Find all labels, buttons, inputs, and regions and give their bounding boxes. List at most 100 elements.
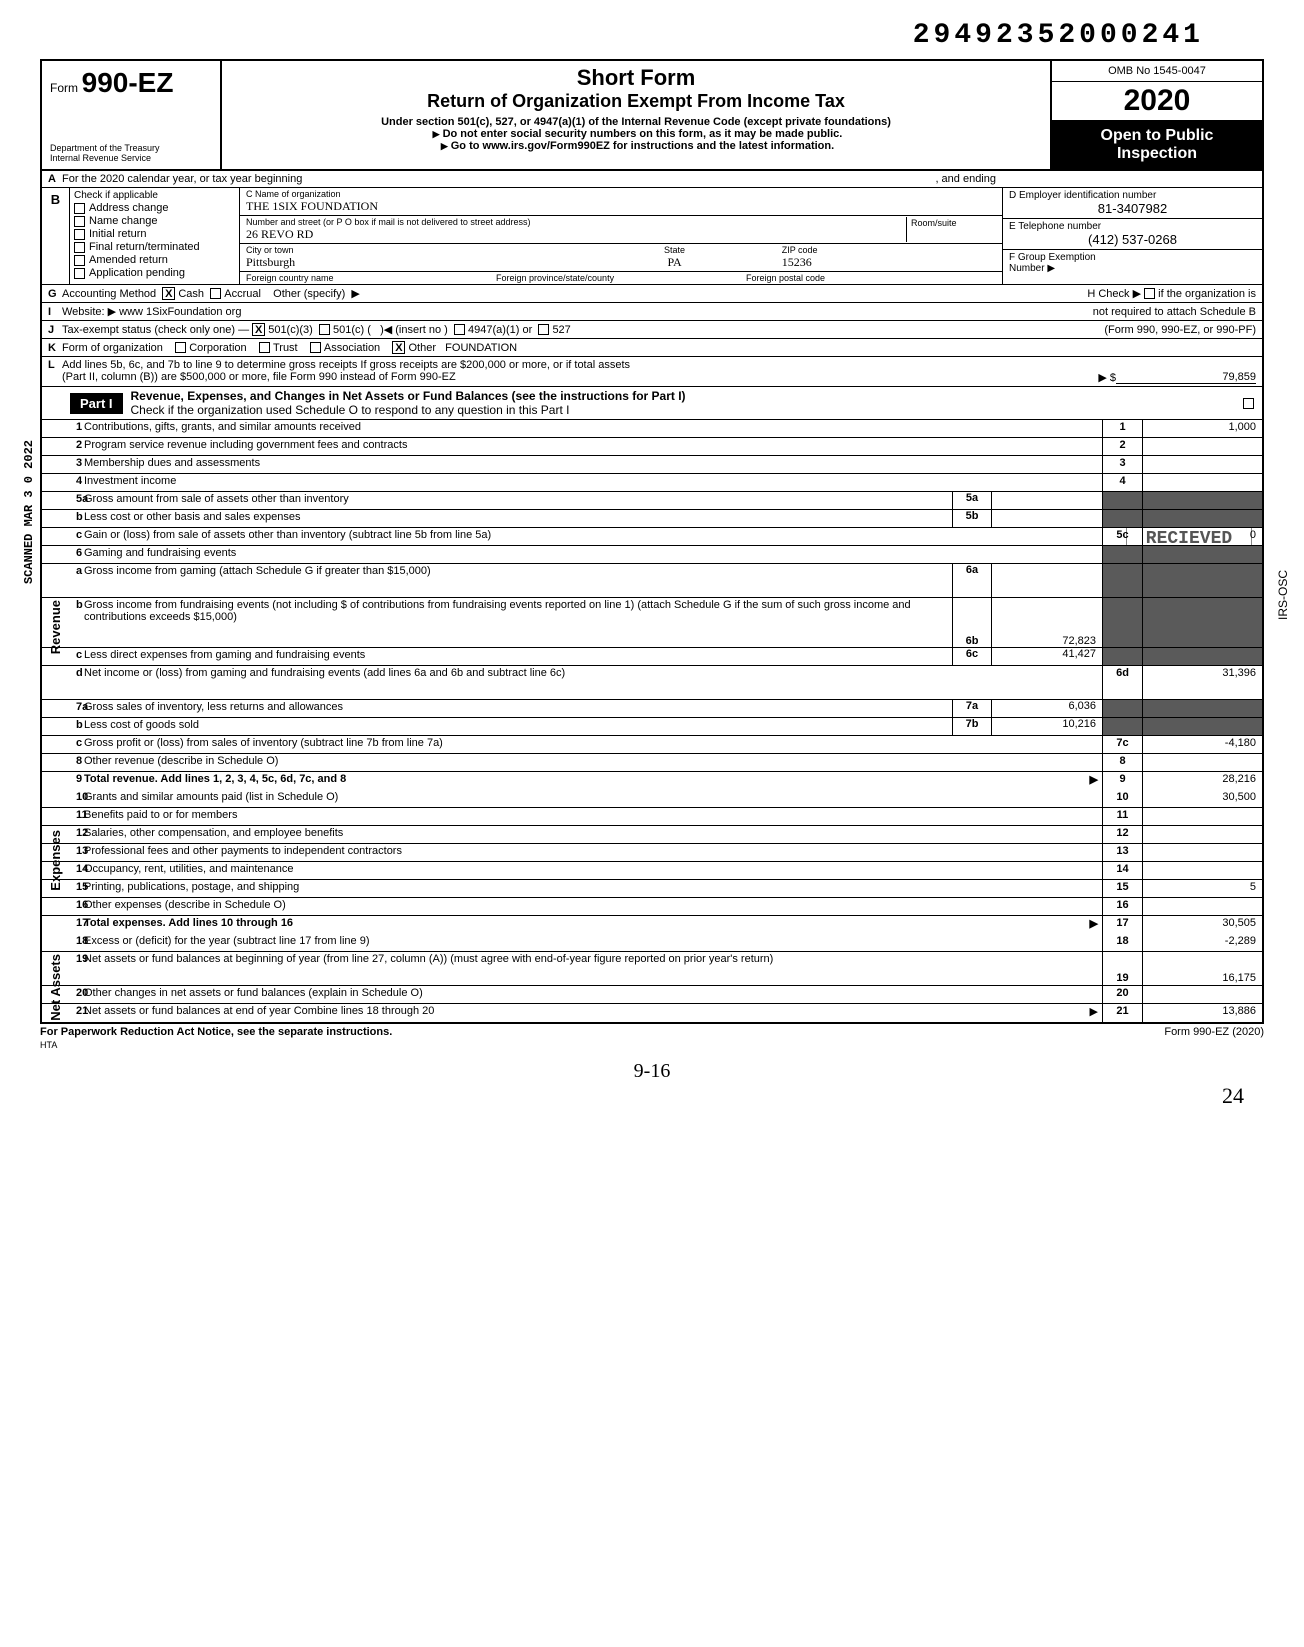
line-box: 16	[1102, 898, 1142, 915]
line-16-desc: Other expenses (describe in Schedule O)	[80, 898, 1102, 915]
line-box: 9	[1102, 772, 1142, 790]
checkbox-final-return[interactable]	[74, 242, 85, 253]
checkbox-501c[interactable]	[319, 324, 330, 335]
line-18-desc: Excess or (deficit) for the year (subtra…	[80, 934, 1102, 951]
form-number: 990-EZ	[82, 67, 174, 98]
checkbox-corporation[interactable]	[175, 342, 186, 353]
line-6d-desc: Net income or (loss) from gaming and fun…	[80, 666, 1102, 699]
row-a-text: For the 2020 calendar year, or tax year …	[62, 173, 302, 185]
header-sub2: Do not enter social security numbers on …	[443, 128, 843, 140]
checkbox-name-change[interactable]	[74, 216, 85, 227]
line-num: 11	[42, 808, 80, 825]
shaded-cell	[1102, 492, 1142, 509]
line-9-desc: Total revenue. Add lines 1, 2, 3, 4, 5c,…	[84, 773, 346, 785]
checkbox-h[interactable]	[1144, 288, 1155, 299]
line-12-desc: Salaries, other compensation, and employ…	[80, 826, 1102, 843]
form-label: Form	[50, 81, 78, 95]
checkbox-accrual[interactable]	[210, 288, 221, 299]
label-other-specify: Other (specify)	[273, 288, 345, 300]
label-corporation: Corporation	[189, 342, 246, 354]
phone-value: (412) 537-0268	[1009, 232, 1256, 247]
label-501c: 501(c) (	[333, 324, 371, 336]
line-num: 8	[42, 754, 80, 771]
checkbox-schedule-o[interactable]	[1243, 398, 1254, 409]
checkbox-501c3[interactable]: X	[252, 323, 265, 336]
checkbox-amended-return[interactable]	[74, 255, 85, 266]
checkbox-trust[interactable]	[259, 342, 270, 353]
checkbox-application-pending[interactable]	[74, 268, 85, 279]
street-address: 26 REVO RD	[246, 227, 906, 242]
f-group-label: F Group Exemption	[1009, 252, 1256, 263]
line-20-desc: Other changes in net assets or fund bala…	[80, 986, 1102, 1003]
form-title: Short Form	[230, 65, 1042, 91]
line-15-desc: Printing, publications, postage, and shi…	[80, 880, 1102, 897]
checkbox-4947[interactable]	[454, 324, 465, 335]
row-j-label: J	[48, 324, 62, 336]
schedule-b-text: not required to attach Schedule B	[1093, 306, 1256, 318]
line-2-amt	[1142, 438, 1262, 455]
line-num: 17	[42, 916, 80, 934]
row-k-label: K	[48, 342, 62, 354]
foreign-postal-label: Foreign postal code	[746, 273, 996, 283]
line-3-desc: Membership dues and assessments	[80, 456, 1102, 473]
line-box: 13	[1102, 844, 1142, 861]
line-6b-desc: Gross income from fundraising events (no…	[80, 598, 952, 647]
line-20-amt	[1142, 986, 1262, 1003]
expenses-side-label: Expenses	[48, 830, 63, 891]
dept-treasury: Department of the Treasury	[50, 143, 212, 153]
form-org-label: Form of organization	[62, 342, 163, 354]
line-num: a	[42, 564, 80, 597]
checkbox-association[interactable]	[310, 342, 321, 353]
line-14-desc: Occupancy, rent, utilities, and maintena…	[80, 862, 1102, 879]
revenue-side-label: Revenue	[48, 600, 63, 654]
line-mbox: 7b	[952, 718, 992, 735]
checkbox-cash[interactable]: X	[162, 287, 175, 300]
line-16-amt	[1142, 898, 1262, 915]
shaded-cell	[1102, 598, 1142, 647]
foreign-country-label: Foreign country name	[246, 273, 496, 283]
line-7a-mamt: 6,036	[992, 700, 1102, 717]
net-assets-side-label: Net Assets	[48, 954, 63, 1021]
line-num: c	[42, 528, 80, 545]
line-18-amt: -2,289	[1142, 934, 1262, 951]
form-footer-right: Form 990-EZ (2020)	[1164, 1026, 1264, 1038]
form-subtitle: Return of Organization Exempt From Incom…	[230, 91, 1042, 112]
shaded-cell	[1102, 564, 1142, 597]
website-value: Website: ▶ www 1SixFoundation org	[62, 305, 241, 318]
line-mbox: 5a	[952, 492, 992, 509]
line-5a-mamt	[992, 492, 1102, 509]
line-mbox: 6b	[952, 598, 992, 647]
scanned-stamp: SCANNED MAR 3 0 2022	[22, 440, 36, 584]
line-num: b	[42, 718, 80, 735]
row-a: A For the 2020 calendar year, or tax yea…	[40, 171, 1264, 188]
addr-label: Number and street (or P O box if mail is…	[246, 217, 906, 227]
line-8-amt	[1142, 754, 1262, 771]
line-7b-desc: Less cost of goods sold	[80, 718, 952, 735]
line-10-desc: Grants and similar amounts paid (list in…	[80, 790, 1102, 807]
line-num: 7a	[42, 700, 80, 717]
part-1-tag: Part I	[70, 393, 123, 414]
line-box: 17	[1102, 916, 1142, 934]
d-ein-label: D Employer identification number	[1009, 190, 1256, 201]
line-num: 5a	[42, 492, 80, 509]
line-9-amt: 28,216	[1142, 772, 1262, 790]
line-num: d	[42, 666, 80, 699]
checkbox-address-change[interactable]	[74, 203, 85, 214]
state-value: PA	[567, 255, 781, 270]
accounting-method-label: Accounting Method	[62, 288, 156, 300]
block-b-label: B	[42, 188, 70, 284]
label-527: 527	[552, 324, 570, 336]
line-box: 21	[1102, 1004, 1142, 1022]
checkbox-527[interactable]	[538, 324, 549, 335]
line-mbox: 7a	[952, 700, 992, 717]
checkbox-other-org[interactable]: X	[392, 341, 405, 354]
label-application-pending: Application pending	[89, 267, 185, 279]
page-number-handwritten: 24	[40, 1083, 1264, 1109]
label-other-org: Other	[408, 342, 436, 354]
checkbox-initial-return[interactable]	[74, 229, 85, 240]
line-6a-mamt	[992, 564, 1102, 597]
line-12-amt	[1142, 826, 1262, 843]
line-num: b	[42, 510, 80, 527]
line-num: 18	[42, 934, 80, 951]
line-box: 10	[1102, 790, 1142, 807]
